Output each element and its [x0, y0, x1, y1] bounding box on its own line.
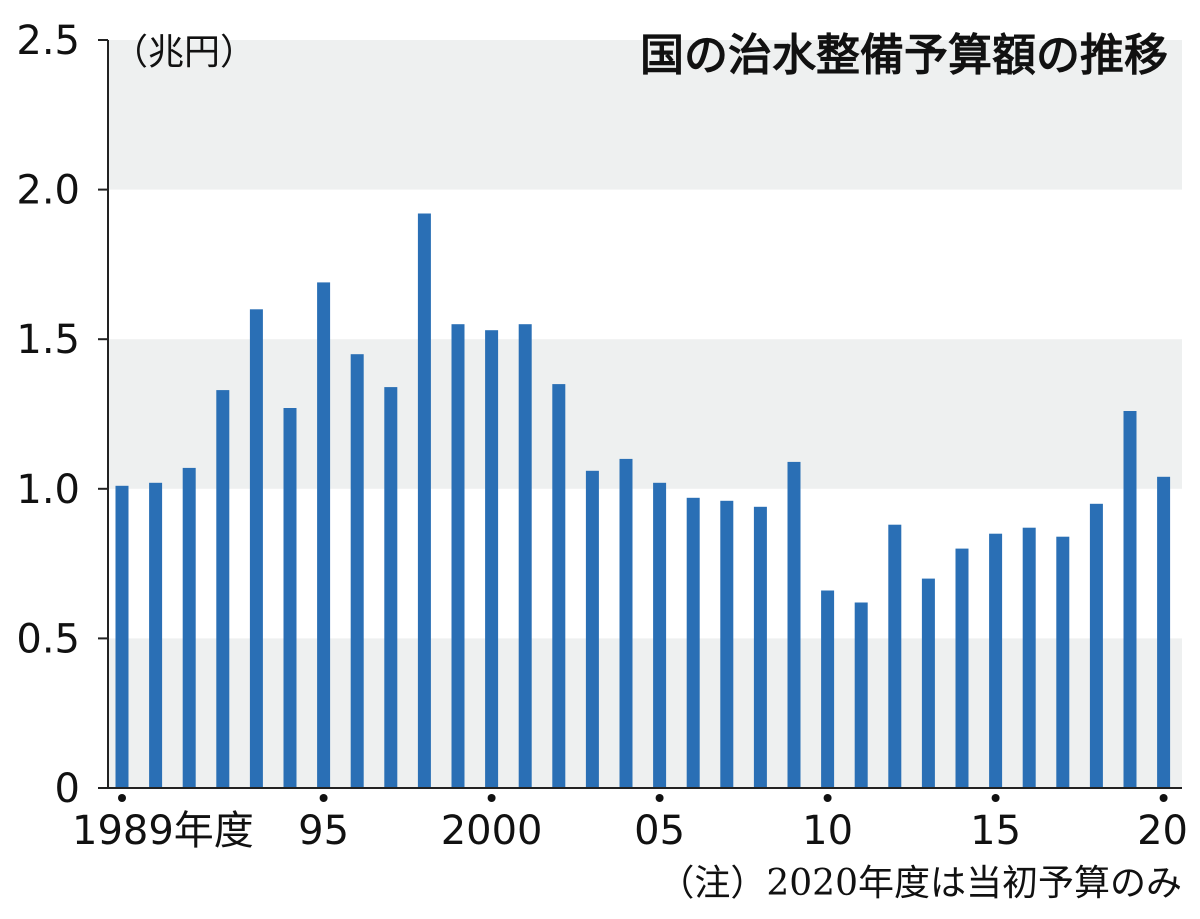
grid-band — [108, 339, 1182, 489]
y-tick-label: 2.5 — [16, 18, 80, 64]
bar-2012 — [888, 524, 902, 788]
bar-2016 — [1022, 527, 1036, 788]
bar-2004 — [619, 458, 633, 788]
x-tick-label: 05 — [634, 808, 685, 854]
bar-2000 — [485, 330, 499, 788]
bar-2002 — [552, 384, 566, 788]
bar-1992 — [216, 390, 230, 788]
y-axis — [98, 39, 1182, 789]
x-tick-label: 15 — [970, 808, 1021, 854]
bar-1994 — [283, 408, 297, 788]
x-tick-label: 1989年度 — [72, 808, 254, 854]
bar-2019 — [1123, 411, 1137, 788]
x-tick-label: 10 — [802, 808, 853, 854]
bar-2009 — [787, 461, 801, 788]
x-tick-dot — [823, 794, 832, 802]
bar-2020 — [1157, 476, 1171, 788]
bar-2005 — [653, 482, 667, 788]
x-tick-dot — [487, 794, 496, 802]
x-tick-label: 20 — [1137, 808, 1188, 854]
bar-2013 — [921, 578, 935, 788]
y-tick-label: 1.5 — [16, 317, 80, 363]
bar-2011 — [854, 602, 868, 788]
bars — [115, 213, 1171, 788]
y-tick-label: 2.0 — [16, 168, 80, 214]
bar-1997 — [384, 387, 398, 788]
bar-1995 — [317, 282, 331, 788]
unit-label: （兆円） — [112, 32, 256, 73]
bar-2008 — [753, 506, 767, 788]
bar-1989 — [115, 485, 129, 788]
grid-band — [108, 40, 1182, 190]
bar-2007 — [720, 500, 734, 788]
bar-1996 — [350, 354, 364, 788]
footnote: （注）2020年度は当初予算のみ — [658, 863, 1182, 904]
x-tick-dot — [991, 794, 1000, 802]
bar-2010 — [821, 590, 835, 788]
x-tick-dot — [655, 794, 664, 802]
x-tick-label: 2000 — [441, 808, 543, 854]
bar-2014 — [955, 548, 969, 788]
bar-2017 — [1056, 536, 1070, 788]
bar-2018 — [1089, 503, 1103, 788]
bar-1990 — [149, 482, 163, 788]
x-tick-dot — [1159, 794, 1168, 802]
bar-1991 — [182, 467, 196, 788]
chart-title: 国の治水整備予算額の推移 — [640, 30, 1168, 81]
bar-2001 — [518, 324, 532, 788]
bar-2006 — [686, 497, 700, 788]
x-tick-label: 95 — [298, 808, 349, 854]
bar-1998 — [417, 213, 431, 788]
grid-band — [108, 638, 1182, 788]
bar-1999 — [451, 324, 465, 788]
background-bands — [108, 40, 1182, 788]
x-tick-dot — [319, 794, 328, 802]
bar-2015 — [989, 533, 1003, 788]
y-tick-labels: 0 0.5 1.0 1.5 2.0 2.5 — [16, 18, 80, 812]
y-tick-label: 0.5 — [16, 616, 80, 662]
bar-1993 — [249, 309, 263, 788]
y-tick-label: 1.0 — [16, 467, 80, 513]
x-tick-dot — [118, 794, 126, 802]
x-tick-labels: 1989年度 95 2000 05 10 15 20 — [72, 794, 1188, 854]
bar-2003 — [585, 470, 599, 788]
y-tick-label: 0 — [55, 766, 80, 812]
